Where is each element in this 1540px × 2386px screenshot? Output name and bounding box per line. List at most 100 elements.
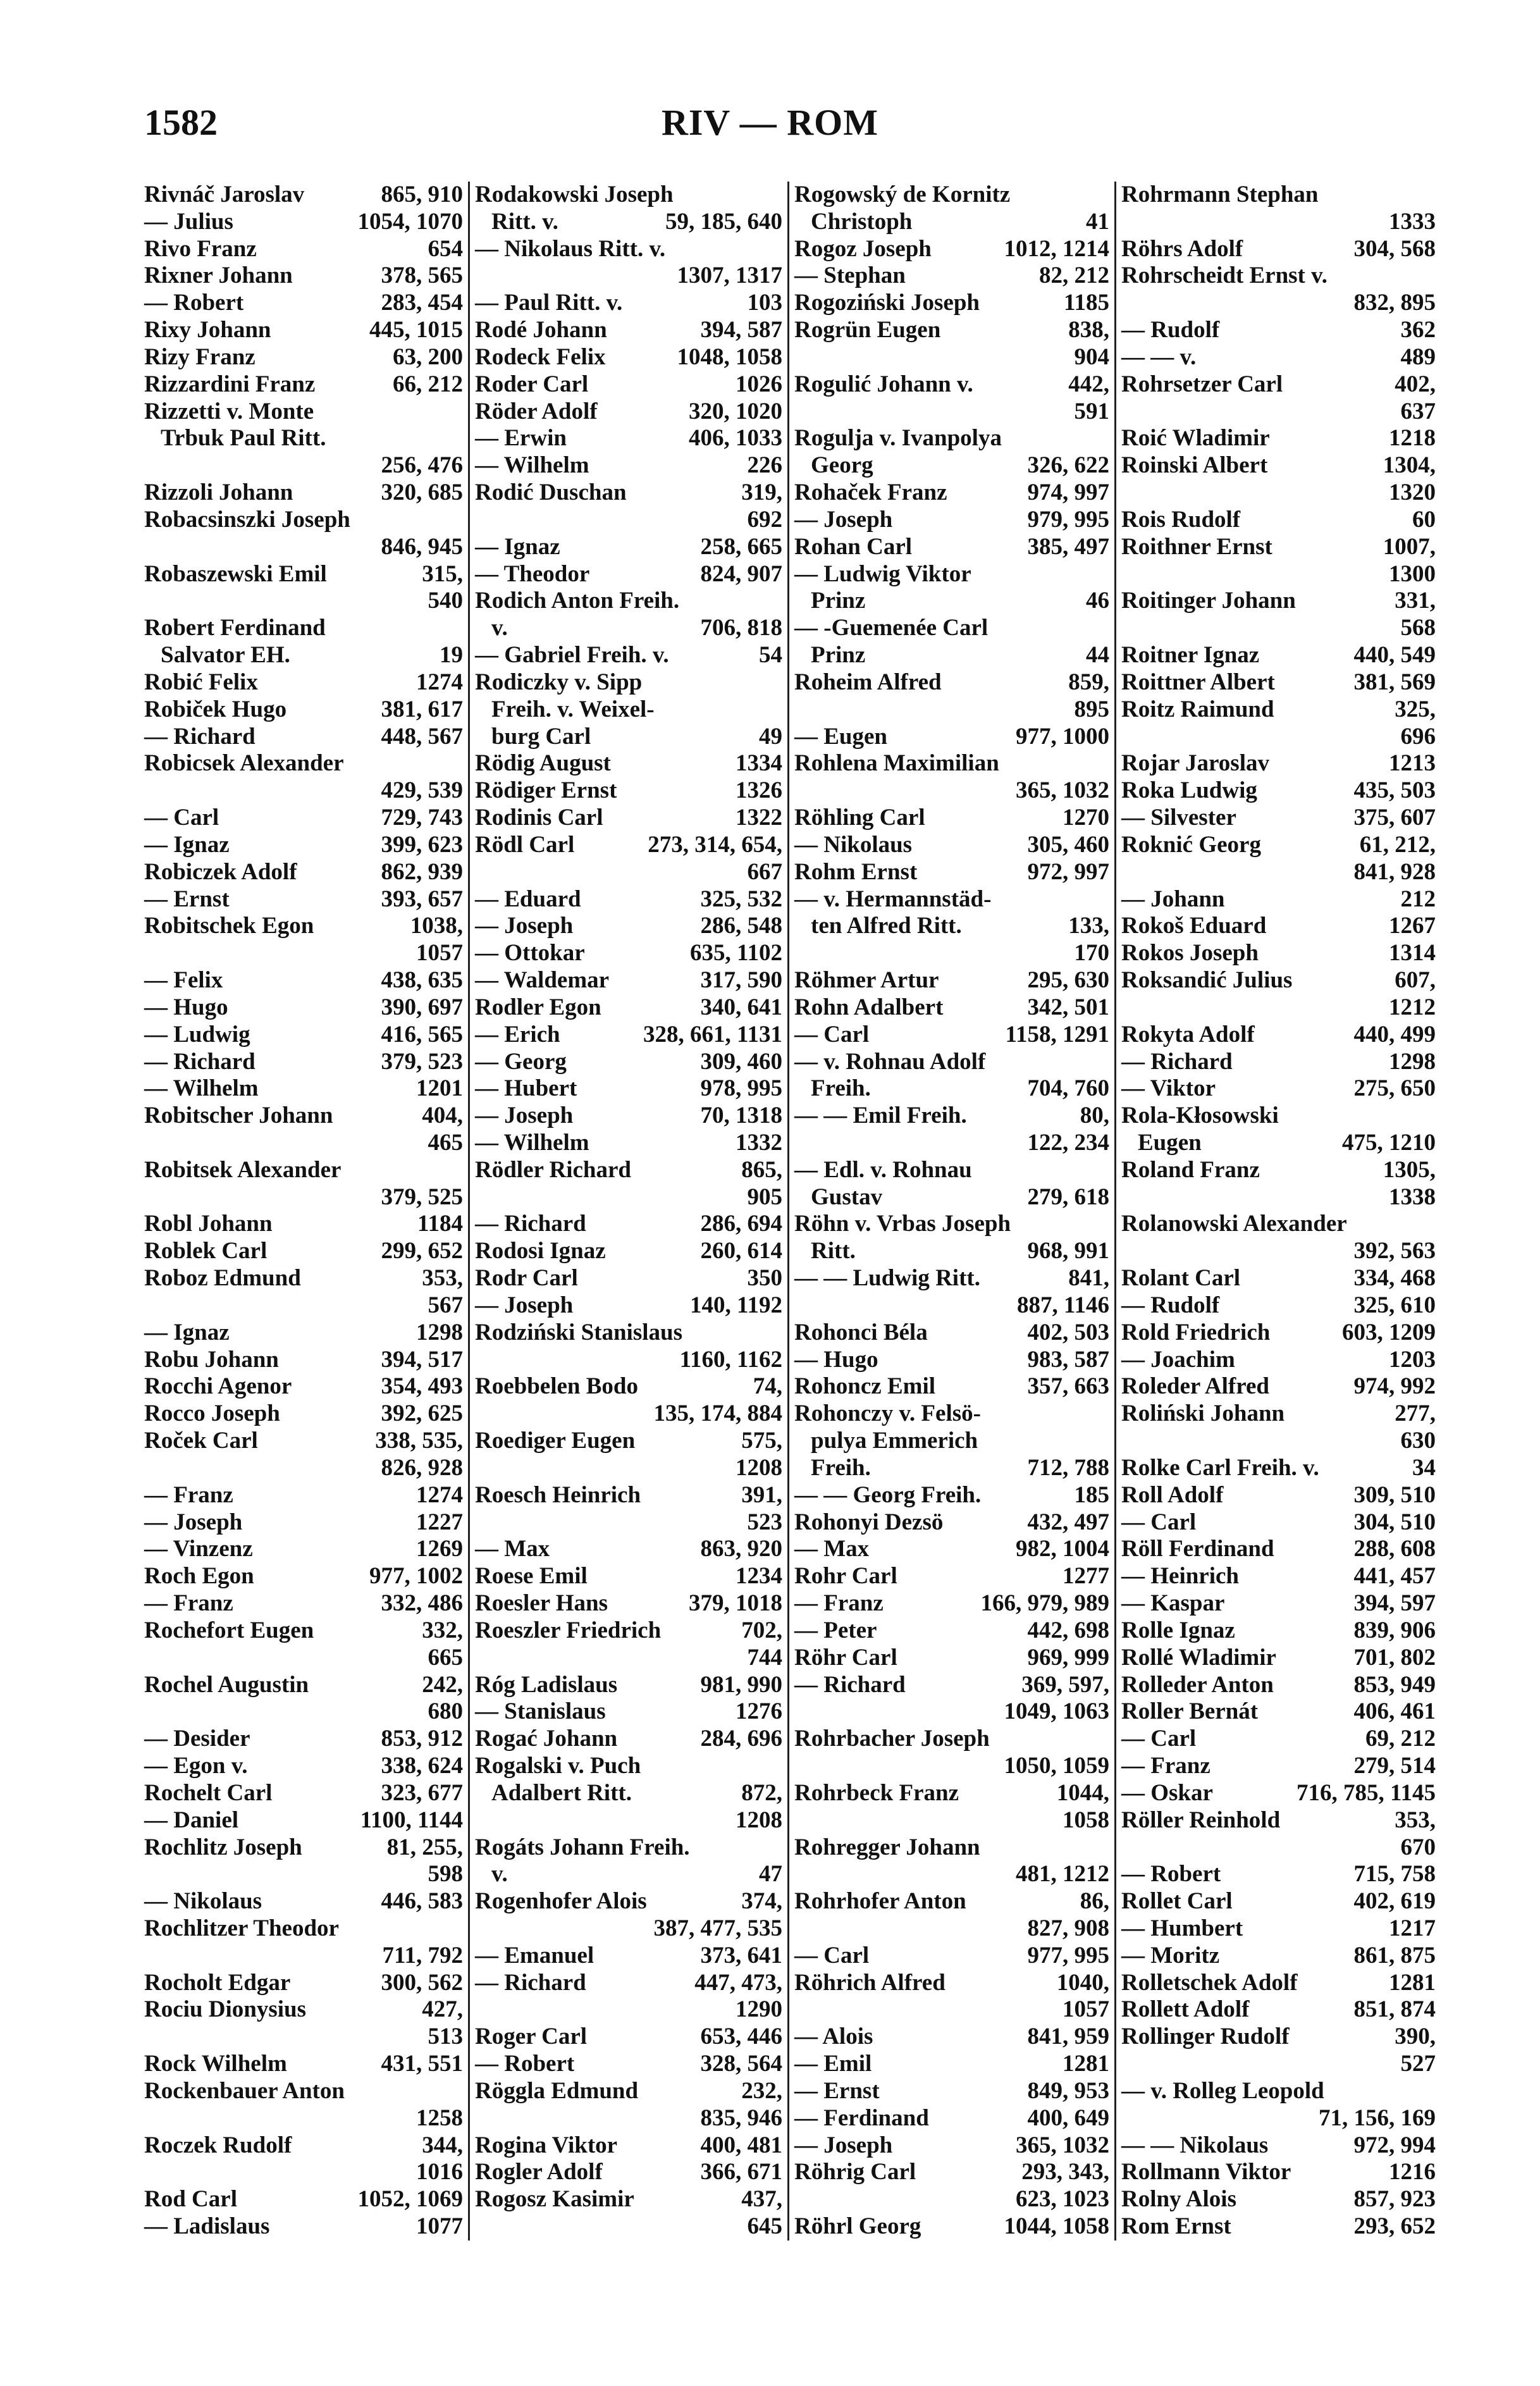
index-entry: 1049, 1063 — [794, 1698, 1110, 1726]
entry-page-refs: 1290 — [736, 1996, 782, 2023]
entry-page-refs: 374, — [741, 1888, 782, 1915]
entry-name: Robert Ferdinand — [144, 615, 326, 641]
entry-page-refs: 972, 994 — [1353, 2132, 1436, 2158]
entry-name: — Joseph — [475, 1103, 574, 1129]
entry-name: Rogáts Johann Freih. — [475, 1834, 690, 1860]
index-entry: Rogalski v. Puch — [475, 1753, 782, 1780]
entry-name: — Joseph — [794, 506, 893, 533]
index-entry: — Kaspar 394, 597 — [1121, 1590, 1436, 1617]
entry-name: Roliński Johann — [1121, 1400, 1285, 1427]
index-entry: 696 — [1121, 724, 1436, 751]
index-entry: Roeszler Friedrich 702, — [475, 1617, 782, 1645]
entry-page-refs: 1274 — [416, 1481, 463, 1508]
entry-page-refs: 905 — [747, 1184, 783, 1210]
index-entry: Rogosz Kasimir 437, — [475, 2186, 782, 2213]
entry-page-refs: 406, 1033 — [689, 425, 782, 452]
index-entry: Rizzoli Johann 320, 685 — [144, 479, 463, 507]
entry-name: — Hugo — [144, 994, 228, 1020]
entry-name: — Silvester — [1121, 805, 1236, 831]
entry-name: — Ladislaus — [144, 2213, 270, 2240]
index-entry: 465 — [144, 1130, 464, 1157]
entry-name: — Johann — [1121, 886, 1225, 912]
entry-page-refs: 969, 999 — [1027, 1644, 1110, 1671]
entry-name: Roczek Rudolf — [144, 2132, 292, 2158]
entry-page-refs: 353, — [422, 1265, 463, 1292]
index-entry: Rochel Augustin 242, — [144, 1672, 463, 1699]
index-entry: Rodé Johann 394, 587 — [475, 317, 782, 344]
index-entry: 392, 563 — [1121, 1238, 1436, 1265]
index-entry: — Franz 332, 486 — [144, 1590, 463, 1617]
entry-page-refs: 431, 551 — [381, 2051, 464, 2077]
index-entry: — Richard 1298 — [1121, 1049, 1436, 1076]
entry-name: — Joseph — [475, 913, 574, 939]
entry-page-refs: 400, 481 — [700, 2132, 783, 2158]
entry-name: Roland Franz — [1121, 1156, 1260, 1183]
entry-page-refs: 133, — [1068, 913, 1109, 939]
entry-name: Robl Johann — [144, 1211, 273, 1237]
entry-name: Rollmann Viktor — [1121, 2159, 1291, 2185]
entry-page-refs: 340, 641 — [700, 994, 783, 1020]
entry-page-refs: 513 — [428, 2024, 464, 2050]
index-entry: — Joseph 979, 995 — [794, 507, 1109, 534]
entry-name: Robiczek Adolf — [144, 858, 297, 885]
entry-name: Rivnáč Jaroslav — [144, 182, 305, 207]
entry-name: Rogrün Eugen — [794, 317, 941, 343]
entry-name: Roller Bernát — [1121, 1698, 1259, 1725]
entry-name: Roithner Ernst — [1121, 533, 1272, 560]
entry-page-refs: 744 — [747, 1644, 783, 1671]
entry-name: — Julius — [144, 208, 233, 235]
index-entry: Rollé Wladimir 701, 802 — [1121, 1645, 1436, 1672]
index-columns: Rivnáč Jaroslav 865, 910 — Julius 1054, 107… — [144, 182, 1441, 2241]
entry-page-refs: 665 — [428, 1644, 464, 1671]
entry-name: Rodler Egon — [475, 994, 601, 1020]
entry-name: Röhr Carl — [794, 1644, 897, 1671]
entry-page-refs: 1100, 1144 — [360, 1807, 463, 1833]
index-entry: Röder Adolf 320, 1020 — [475, 399, 782, 426]
index-entry: — v. Rohnau Adolf — [794, 1049, 1109, 1076]
entry-name: — Peter — [794, 1617, 877, 1643]
entry-name: Rollinger Rudolf — [1121, 2024, 1290, 2050]
entry-name: Rödig August — [475, 750, 611, 777]
index-entry: Roka Ludwig 435, 503 — [1121, 777, 1436, 805]
entry-name: Roitz Raimund — [1121, 696, 1274, 722]
index-entry: Roediger Eugen 575, — [475, 1428, 782, 1455]
entry-name: Rogler Adolf — [475, 2159, 603, 2185]
entry-page-refs: 258, 665 — [700, 533, 783, 560]
index-entry: 1338 — [1121, 1184, 1436, 1211]
index-entry: Rohonyi Dezsö 432, 497 — [794, 1509, 1109, 1536]
entry-name: — Felix — [144, 967, 223, 994]
entry-page-refs: 338, 535, — [375, 1428, 463, 1454]
entry-page-refs: 1322 — [736, 805, 782, 831]
entry-name: burg Carl — [491, 723, 591, 750]
entry-page-refs: 1320 — [1389, 479, 1436, 506]
index-entry: Rolleder Anton 853, 949 — [1121, 1672, 1436, 1699]
index-entry: — Stanislaus 1276 — [475, 1698, 782, 1726]
entry-name: — Franz — [144, 1590, 233, 1617]
index-entry: Roland Franz 1305, — [1121, 1157, 1436, 1184]
entry-page-refs: 283, 454 — [381, 290, 464, 316]
entry-name: Robiček Hugo — [144, 696, 287, 722]
index-entry: 1160, 1162 — [475, 1347, 782, 1374]
entry-name: — Georg — [475, 1048, 567, 1075]
entry-page-refs: 440, 499 — [1353, 1021, 1436, 1048]
entry-page-refs: 326, 622 — [1027, 452, 1110, 479]
entry-page-refs: 350 — [747, 1265, 783, 1292]
entry-name: — Richard — [475, 1969, 586, 1996]
entry-name: Roknić Georg — [1121, 831, 1261, 858]
index-entry: Rödler Richard 865, — [475, 1157, 782, 1184]
entry-page-refs: 1185 — [1064, 290, 1109, 316]
entry-name: Robaszewski Emil — [144, 560, 327, 587]
entry-page-refs: 416, 565 — [381, 1021, 464, 1048]
entry-page-refs: 438, 635 — [381, 967, 464, 994]
entry-name: Rojar Jaroslav — [1121, 750, 1269, 777]
index-entry: Robaszewski Emil 315, — [144, 561, 463, 588]
entry-page-refs: 47 — [759, 1861, 782, 1888]
index-entry: — Rudolf 325, 610 — [1121, 1292, 1436, 1320]
entry-name: Rogenhofer Alois — [475, 1888, 647, 1915]
entry-page-refs: 1298 — [416, 1319, 463, 1345]
index-entry: — Franz 279, 514 — [1121, 1753, 1436, 1780]
entry-name: Rolant Carl — [1121, 1265, 1241, 1292]
entry-page-refs: 977, 995 — [1027, 1942, 1110, 1969]
entry-page-refs: 475, 1210 — [1342, 1129, 1436, 1156]
entry-name: Rodich Anton Freih. — [475, 588, 680, 614]
